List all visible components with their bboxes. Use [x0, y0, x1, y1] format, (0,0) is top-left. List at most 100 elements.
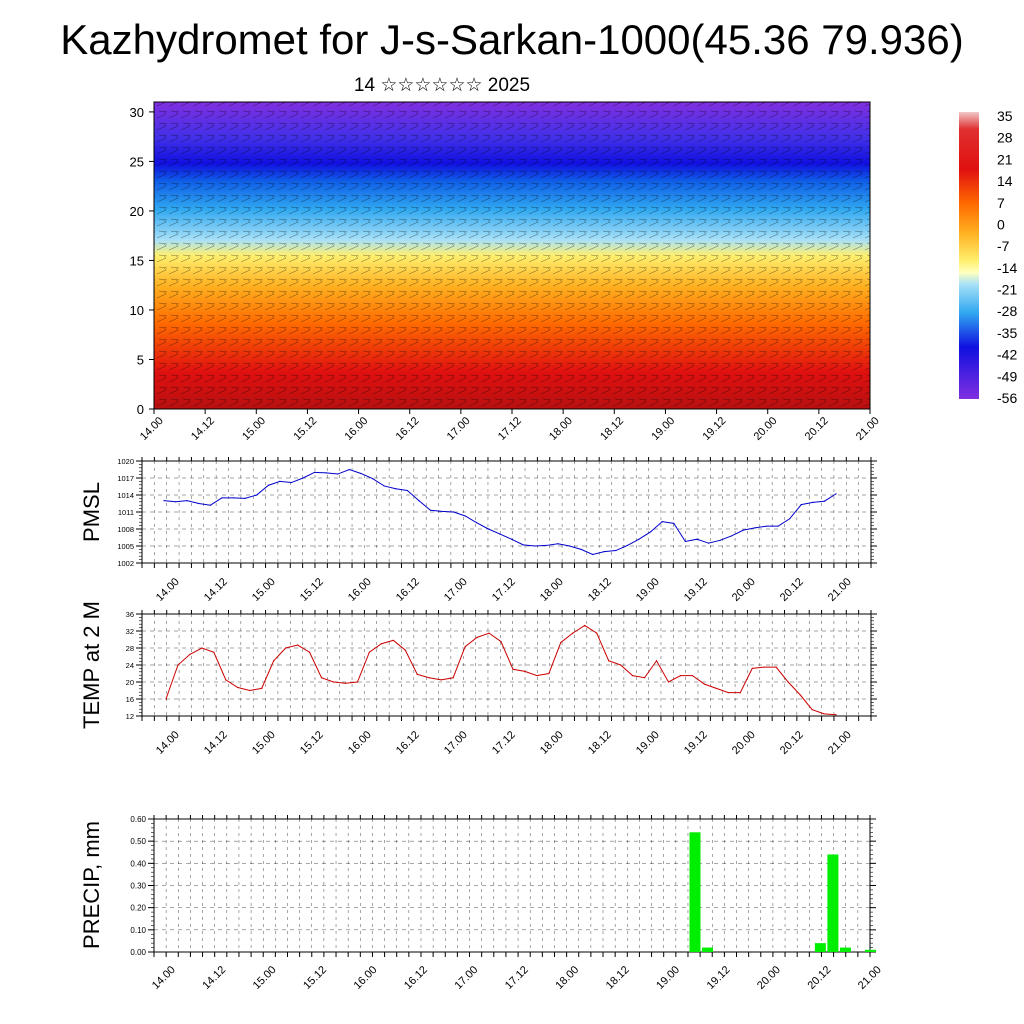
- ytick-label: 0.20: [130, 904, 146, 913]
- pmsl-point: [499, 533, 501, 535]
- temp-point: [225, 679, 227, 681]
- xtick-label: 21.00: [826, 576, 854, 604]
- ytick-label: 0.10: [130, 926, 146, 935]
- colorbar: [959, 112, 979, 399]
- colorbar-label: 7: [997, 195, 1005, 211]
- pmsl-point: [314, 471, 316, 473]
- heatmap-xtick-label: 16.12: [394, 415, 422, 443]
- ytick-label: 1020: [117, 457, 134, 466]
- ytick-label: 16: [126, 695, 134, 704]
- axis-title-y: PRECIP, mm: [79, 821, 104, 949]
- xtick-label: 18.00: [538, 729, 566, 757]
- pmsl-point: [198, 502, 200, 505]
- heatmap-ytick-label: 20: [130, 204, 144, 219]
- pmsl-point: [661, 521, 663, 523]
- precip-bar: [689, 832, 701, 952]
- pmsl-point: [464, 515, 466, 517]
- chart-subtitle: 14 ☆☆☆☆☆☆ 2025: [353, 75, 531, 96]
- colorbar-label: 14: [997, 173, 1013, 189]
- axis-title-y: TEMP at 2 M: [79, 601, 104, 729]
- temp-point: [273, 660, 275, 662]
- ytick-label: 0.60: [130, 815, 146, 824]
- temp-point: [213, 651, 215, 653]
- temp-point: [356, 681, 359, 683]
- pmsl-point: [650, 531, 652, 533]
- xtick-label: 21.00: [856, 964, 884, 992]
- pmsl-point: [673, 522, 675, 524]
- xtick-label: 15.12: [301, 964, 329, 992]
- pmsl-point: [487, 528, 490, 530]
- colorbar-label: 35: [997, 108, 1013, 124]
- pmsl-point: [510, 538, 513, 540]
- temp-point: [811, 709, 813, 711]
- heatmap-ytick-label: 15: [130, 253, 144, 268]
- temp-point: [332, 681, 335, 683]
- xtick-label: 14.12: [202, 576, 230, 604]
- xtick-label: 17.00: [442, 729, 470, 757]
- heatmap-xtick-label: 16.00: [342, 415, 370, 443]
- pmsl-point: [441, 510, 443, 513]
- xtick-label: 19.00: [654, 964, 682, 992]
- xtick-label: 15.00: [251, 964, 279, 992]
- xtick-label: 15.12: [298, 729, 326, 757]
- ytick-label: 0.50: [130, 837, 146, 846]
- ytick-label: 0.40: [130, 859, 146, 868]
- pmsl-point: [279, 480, 281, 482]
- pmsl-point: [534, 545, 536, 547]
- temp-point: [584, 624, 586, 627]
- heatmap-xtick-label: 14.12: [189, 415, 217, 443]
- precip-bar: [814, 943, 826, 952]
- heatmap-ytick-label: 10: [130, 303, 144, 318]
- temp-point: [308, 651, 311, 653]
- xtick-label: 15.00: [250, 576, 278, 604]
- temp-point: [368, 651, 370, 653]
- xtick-label: 19.12: [682, 576, 710, 604]
- xtick-label: 16.12: [394, 576, 422, 604]
- heatmap-ytick-label: 30: [130, 105, 144, 120]
- xtick-label: 21.00: [826, 729, 854, 757]
- pmsl-point: [731, 535, 733, 537]
- colorbar-label: -49: [997, 368, 1017, 384]
- ytick-label: 28: [126, 644, 134, 653]
- pmsl-point: [209, 504, 211, 506]
- heatmap-ytick-label: 5: [137, 352, 144, 367]
- xtick-label: 16.00: [346, 729, 374, 757]
- pmsl-point: [765, 525, 768, 527]
- temp-point: [428, 677, 430, 679]
- temp-point: [679, 675, 682, 677]
- pmsl-point: [290, 481, 293, 484]
- temp-point: [297, 644, 299, 646]
- pmsl-point: [256, 494, 258, 496]
- xtick-label: 17.00: [452, 964, 480, 992]
- pmsl-point: [337, 473, 339, 475]
- heatmap-xtick-label: 15.12: [291, 415, 319, 443]
- temp-point: [201, 647, 203, 649]
- xtick-label: 14.12: [200, 964, 228, 992]
- pmsl-point: [800, 504, 802, 506]
- temp-point: [787, 681, 789, 683]
- colorbar-label: -21: [997, 282, 1017, 298]
- xtick-label: 14.00: [154, 729, 182, 757]
- pmsl-point: [742, 529, 744, 531]
- pmsl-point: [453, 511, 455, 513]
- xtick-label: 18.12: [586, 576, 614, 604]
- precip-bar: [865, 949, 876, 952]
- temp-point: [177, 664, 179, 666]
- ytick-label: 32: [126, 627, 134, 636]
- temp-point: [727, 692, 729, 694]
- xtick-label: 18.12: [604, 964, 632, 992]
- temp-point: [344, 682, 347, 684]
- xtick-label: 19.00: [634, 576, 662, 604]
- temp-point: [655, 660, 658, 662]
- colorbar-label: -14: [997, 260, 1017, 276]
- xtick-label: 15.00: [250, 729, 278, 757]
- temp-point: [476, 636, 478, 638]
- temp-point: [667, 681, 670, 683]
- colorbar-label: 21: [997, 151, 1013, 167]
- temp-point: [189, 653, 191, 655]
- pmsl-point: [429, 509, 432, 511]
- heatmap-xtick-label: 19.00: [649, 415, 677, 443]
- xtick-label: 18.00: [553, 964, 581, 992]
- temp-point: [608, 660, 610, 662]
- heatmap-ytick-label: 25: [130, 154, 144, 169]
